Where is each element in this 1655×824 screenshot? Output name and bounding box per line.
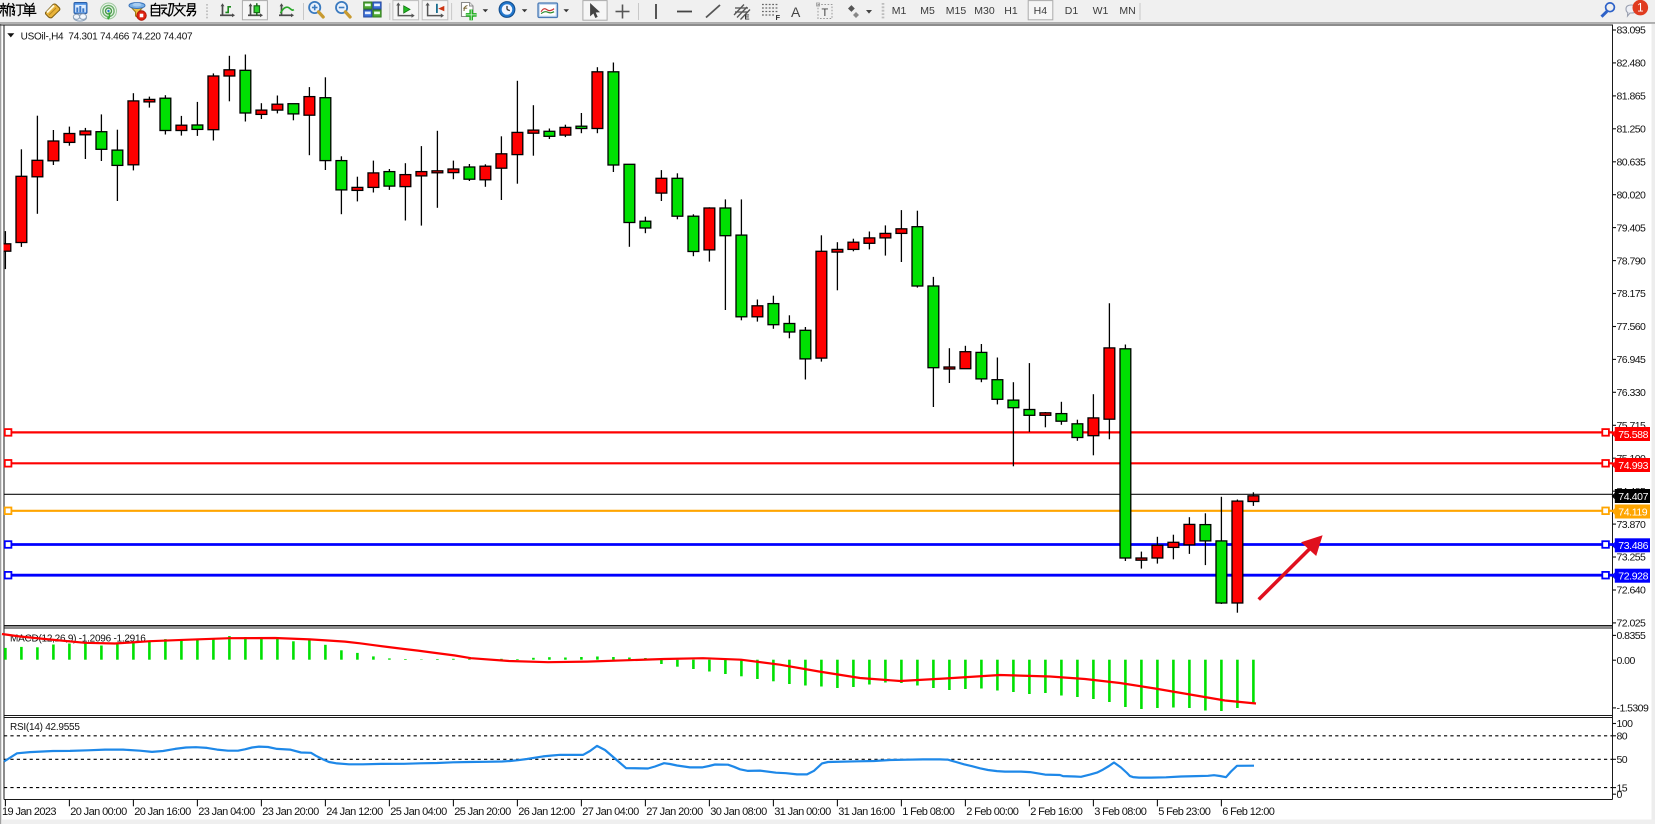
svg-text:USOil-,H4 74.301 74.466 74.22: USOil-,H4 74.301 74.466 74.220 74.407 [21, 32, 193, 43]
svg-text:82.480: 82.480 [1617, 58, 1647, 70]
svg-text:2 Feb 16:00: 2 Feb 16:00 [1030, 806, 1083, 818]
svg-text:23 Jan 20:00: 23 Jan 20:00 [262, 806, 319, 818]
svg-text:20 Jan 16:00: 20 Jan 16:00 [134, 806, 191, 818]
svg-text:-1.5309: -1.5309 [1617, 703, 1649, 715]
svg-text:50: 50 [1617, 754, 1628, 766]
svg-text:H4: H4 [1034, 5, 1048, 17]
svg-text:E: E [745, 13, 750, 22]
svg-text:0: 0 [1617, 789, 1623, 801]
svg-text:M15: M15 [946, 5, 967, 17]
svg-text:0.00: 0.00 [1617, 655, 1636, 667]
svg-text:26 Jan 12:00: 26 Jan 12:00 [518, 806, 575, 818]
svg-text:81.865: 81.865 [1617, 91, 1647, 103]
svg-text:M30: M30 [974, 5, 995, 17]
svg-text:27 Jan 04:00: 27 Jan 04:00 [582, 806, 639, 818]
svg-text:24 Jan 12:00: 24 Jan 12:00 [326, 806, 383, 818]
svg-text:15: 15 [1617, 782, 1628, 794]
svg-text:74.993: 74.993 [1618, 460, 1648, 472]
svg-text:T: T [822, 7, 829, 19]
svg-text:1: 1 [1637, 3, 1643, 15]
svg-text:M5: M5 [920, 5, 935, 17]
svg-text:3 Feb 08:00: 3 Feb 08:00 [1094, 806, 1147, 818]
svg-text:31 Jan 00:00: 31 Jan 00:00 [774, 806, 831, 818]
svg-text:72.928: 72.928 [1618, 571, 1648, 583]
svg-text:80: 80 [1617, 731, 1628, 743]
svg-text:80.020: 80.020 [1617, 189, 1647, 201]
svg-text:74.119: 74.119 [1618, 506, 1647, 518]
svg-text:73.255: 73.255 [1617, 552, 1647, 564]
svg-text:MACD(12,26,9) -1.2096 -1.2916: MACD(12,26,9) -1.2096 -1.2916 [10, 633, 146, 644]
svg-text:30 Jan 08:00: 30 Jan 08:00 [710, 806, 767, 818]
svg-text:72.640: 72.640 [1617, 585, 1647, 597]
svg-text:1 Feb 08:00: 1 Feb 08:00 [902, 806, 955, 818]
svg-text:0.8355: 0.8355 [1617, 630, 1647, 642]
svg-text:20 Jan 00:00: 20 Jan 00:00 [70, 806, 127, 818]
svg-text:MN: MN [1119, 5, 1135, 17]
svg-text:77.560: 77.560 [1617, 321, 1647, 333]
svg-text:79.405: 79.405 [1617, 222, 1647, 234]
svg-text:75.588: 75.588 [1618, 429, 1648, 441]
svg-text:78.175: 78.175 [1617, 288, 1647, 300]
svg-text:RSI(14) 42.9555: RSI(14) 42.9555 [10, 722, 80, 733]
svg-text:A: A [791, 4, 801, 20]
svg-text:W1: W1 [1093, 5, 1109, 17]
svg-text:5 Feb 23:00: 5 Feb 23:00 [1158, 806, 1211, 818]
svg-text:D1: D1 [1065, 5, 1079, 17]
svg-text:25 Jan 04:00: 25 Jan 04:00 [390, 806, 447, 818]
svg-text:80.635: 80.635 [1617, 157, 1647, 169]
svg-text:76.945: 76.945 [1617, 354, 1647, 366]
svg-text:83.095: 83.095 [1617, 25, 1647, 37]
svg-text:2 Feb 00:00: 2 Feb 00:00 [966, 806, 1019, 818]
svg-text:31 Jan 16:00: 31 Jan 16:00 [838, 806, 895, 818]
svg-text:23 Jan 04:00: 23 Jan 04:00 [198, 806, 255, 818]
svg-text:100: 100 [1617, 718, 1634, 730]
svg-text:M1: M1 [892, 5, 907, 17]
svg-text:6 Feb 12:00: 6 Feb 12:00 [1222, 806, 1275, 818]
svg-text:73.486: 73.486 [1618, 540, 1648, 552]
svg-text:78.790: 78.790 [1617, 255, 1647, 267]
svg-text:81.250: 81.250 [1617, 124, 1647, 136]
svg-text:73.870: 73.870 [1617, 519, 1647, 531]
svg-text:27 Jan 20:00: 27 Jan 20:00 [646, 806, 703, 818]
svg-text:72.025: 72.025 [1617, 618, 1647, 630]
svg-text:19 Jan 2023: 19 Jan 2023 [2, 806, 56, 818]
svg-text:74.407: 74.407 [1618, 491, 1648, 503]
svg-text:F: F [776, 13, 781, 22]
svg-text:76.330: 76.330 [1617, 387, 1647, 399]
svg-text:H1: H1 [1004, 5, 1018, 17]
svg-text:25 Jan 20:00: 25 Jan 20:00 [454, 806, 511, 818]
